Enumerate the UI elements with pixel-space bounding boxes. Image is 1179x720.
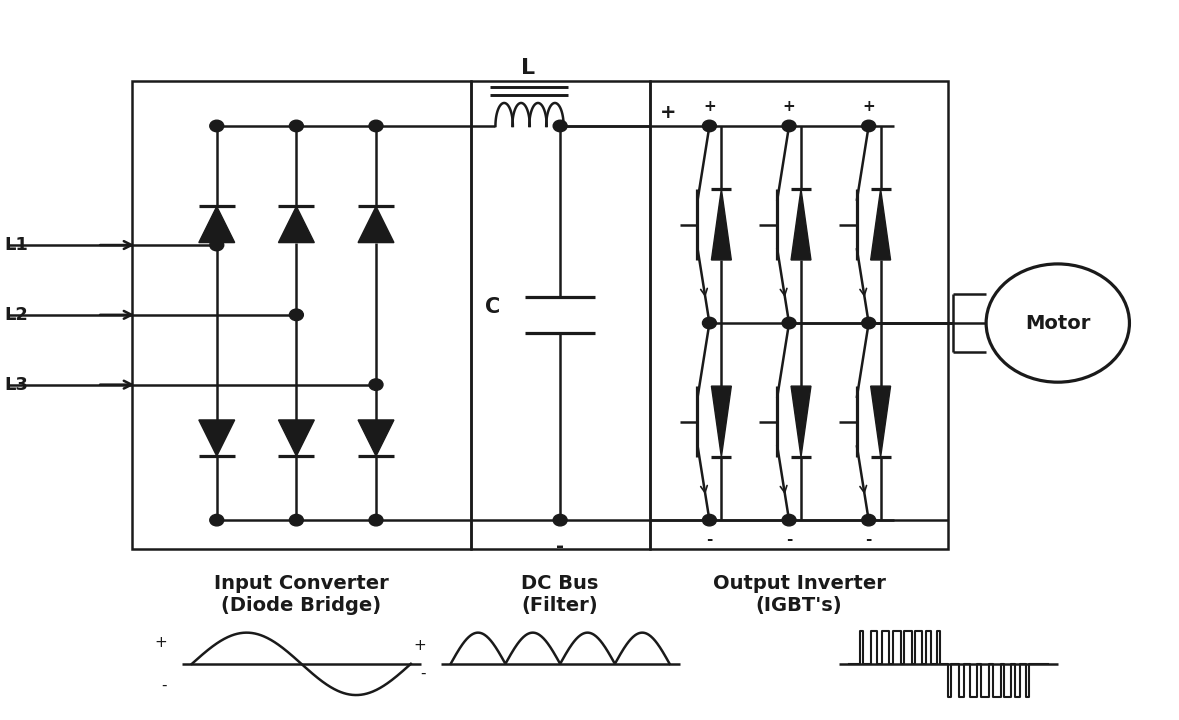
Polygon shape: [711, 189, 731, 260]
Text: -: -: [420, 666, 426, 680]
Text: +: +: [660, 103, 677, 122]
Circle shape: [986, 264, 1129, 382]
Circle shape: [289, 309, 303, 320]
Circle shape: [703, 120, 717, 132]
Text: +: +: [703, 99, 716, 114]
Polygon shape: [278, 420, 315, 456]
Circle shape: [703, 318, 717, 329]
Circle shape: [862, 120, 876, 132]
Circle shape: [369, 379, 383, 390]
Text: L2: L2: [5, 306, 28, 324]
Polygon shape: [870, 189, 890, 260]
Polygon shape: [358, 207, 394, 243]
Text: C: C: [486, 297, 501, 317]
Polygon shape: [199, 207, 235, 243]
Circle shape: [862, 318, 876, 329]
Text: +: +: [154, 634, 167, 649]
Polygon shape: [199, 420, 235, 456]
Text: +: +: [783, 99, 796, 114]
Bar: [650, 81, 948, 549]
Text: L1: L1: [5, 236, 28, 254]
Polygon shape: [870, 386, 890, 457]
Bar: [132, 81, 470, 549]
Text: +: +: [413, 638, 426, 652]
Circle shape: [782, 120, 796, 132]
Circle shape: [289, 514, 303, 526]
Circle shape: [210, 239, 224, 251]
Circle shape: [553, 120, 567, 132]
Circle shape: [553, 514, 567, 526]
Polygon shape: [711, 386, 731, 457]
Circle shape: [210, 514, 224, 526]
Circle shape: [782, 318, 796, 329]
Bar: [470, 81, 650, 549]
Text: L3: L3: [5, 376, 28, 394]
Polygon shape: [358, 420, 394, 456]
Circle shape: [369, 514, 383, 526]
Circle shape: [782, 514, 796, 526]
Circle shape: [289, 120, 303, 132]
Text: DC Bus
(Filter): DC Bus (Filter): [521, 574, 599, 614]
Polygon shape: [791, 386, 811, 457]
Text: -: -: [706, 533, 712, 547]
Text: Motor: Motor: [1025, 313, 1091, 333]
Circle shape: [862, 514, 876, 526]
Circle shape: [703, 514, 717, 526]
Text: -: -: [556, 536, 564, 556]
Text: -: -: [865, 533, 871, 547]
Polygon shape: [278, 207, 315, 243]
Text: L: L: [521, 58, 535, 78]
Circle shape: [210, 120, 224, 132]
Text: -: -: [786, 533, 792, 547]
Polygon shape: [791, 189, 811, 260]
Text: +: +: [862, 99, 875, 114]
Circle shape: [369, 120, 383, 132]
Text: -: -: [162, 678, 167, 693]
Text: Input Converter
(Diode Bridge): Input Converter (Diode Bridge): [215, 574, 389, 614]
Text: Output Inverter
(IGBT's): Output Inverter (IGBT's): [712, 574, 885, 614]
